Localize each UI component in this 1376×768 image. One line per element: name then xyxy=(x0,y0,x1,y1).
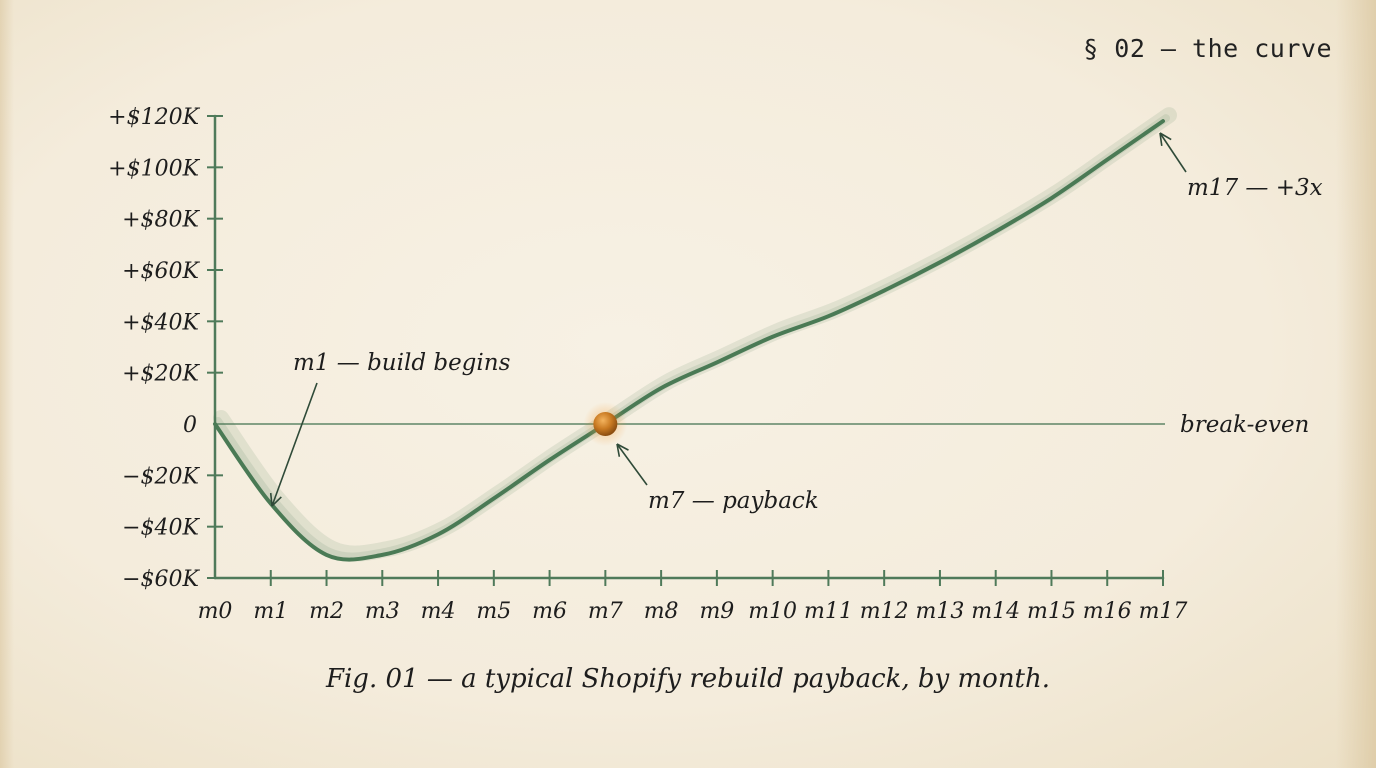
break-even-label: break-even xyxy=(1180,412,1309,438)
section-label: § 02 — the curve xyxy=(1083,34,1332,63)
x-tick-label: m13 xyxy=(916,599,965,624)
x-tick-label: m12 xyxy=(860,599,909,624)
y-tick-label: +$120K xyxy=(108,105,200,130)
series-line xyxy=(213,107,1177,562)
y-tick-label: +$60K xyxy=(122,259,200,284)
arrowhead xyxy=(616,443,621,457)
x-tick-label: m17 xyxy=(1139,599,1188,624)
x-tick-label: m0 xyxy=(198,599,233,624)
x-tick-label: m11 xyxy=(804,599,853,624)
y-tick-label: +$100K xyxy=(108,156,200,181)
annotation-3x: m17 — +3x xyxy=(1187,175,1323,201)
x-tick-label: m5 xyxy=(476,599,511,624)
x-tick-label: m14 xyxy=(971,599,1020,624)
x-tick-label: m2 xyxy=(309,599,344,624)
y-axis: −$60K −$40K −$20K 0 +$20K +$40K +$60K +$80K +$10… xyxy=(108,105,223,592)
x-axis: m0 m1 m2 m3 m4 m5 m6 m7 m8 m9 m10 m11 m12 m13 m14 m15 m1… xyxy=(198,570,1188,624)
arrow-icon xyxy=(616,443,648,486)
figure-caption: Fig. 01 — a typical Shopify rebuild payb… xyxy=(325,664,1051,694)
x-tick-label: m4 xyxy=(421,599,456,624)
x-tick-label: m9 xyxy=(699,599,734,624)
y-tick-label: +$20K xyxy=(122,362,200,387)
annotation-payback: m7 — payback xyxy=(648,488,819,514)
y-tick-label: −$40K xyxy=(122,516,200,541)
y-tick-label: −$20K xyxy=(122,464,200,489)
x-tick-label: m1 xyxy=(253,599,288,624)
payback-marker xyxy=(583,402,628,446)
marker-dot xyxy=(593,412,618,436)
y-tick-label: +$80K xyxy=(122,208,200,233)
x-tick-label: m8 xyxy=(644,599,679,624)
arrowhead xyxy=(271,496,282,507)
series-shading xyxy=(213,107,1177,562)
x-tick-label: m16 xyxy=(1083,599,1132,624)
y-tick-label: +$40K xyxy=(122,310,200,335)
x-tick-label: m7 xyxy=(588,599,623,624)
x-tick-label: m10 xyxy=(748,599,797,624)
x-tick-label: m3 xyxy=(365,599,400,624)
break-even-line: break-even xyxy=(215,412,1309,438)
arrow-icon xyxy=(271,382,318,507)
arrowhead xyxy=(1159,132,1172,141)
arrow-icon xyxy=(1159,132,1187,173)
arrowhead xyxy=(616,443,629,451)
annotation-build-begins: m1 — build begins xyxy=(293,350,511,376)
x-tick-label: m6 xyxy=(532,599,567,624)
series-path xyxy=(213,119,1165,562)
paper-edge-right xyxy=(1336,0,1376,768)
arrowhead xyxy=(1159,132,1163,146)
x-tick-label: m15 xyxy=(1027,599,1076,624)
annotations: m1 — build begins m7 — payback m17 — +3x xyxy=(269,132,1323,514)
y-tick-label: −$60K xyxy=(122,567,200,592)
paper-edge-left xyxy=(0,0,14,768)
y-tick-label: 0 xyxy=(183,413,197,438)
arrowhead xyxy=(269,492,273,507)
